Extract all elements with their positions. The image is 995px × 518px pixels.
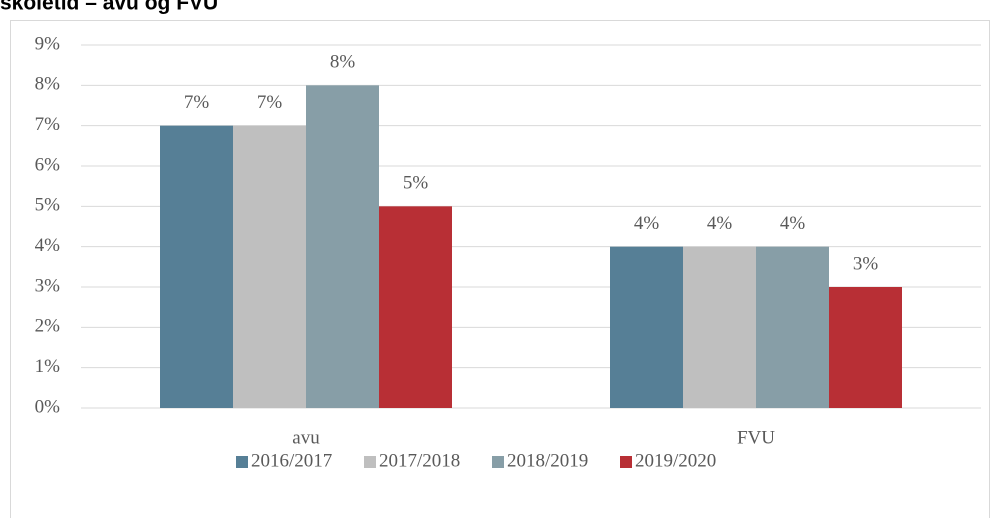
legend-label: 2019/2020 xyxy=(635,450,716,471)
chart-border xyxy=(10,20,990,518)
legend-swatch xyxy=(364,456,376,468)
legend-label: 2018/2019 xyxy=(507,450,588,471)
bar xyxy=(610,246,683,408)
bar xyxy=(829,287,902,408)
y-tick-label: 8% xyxy=(35,74,61,95)
x-tick-label: FVU xyxy=(737,427,775,448)
legend-swatch xyxy=(620,456,632,468)
bar xyxy=(306,85,379,408)
y-tick-label: 5% xyxy=(35,195,61,216)
data-label: 7% xyxy=(257,92,283,113)
legend-swatch xyxy=(492,456,504,468)
y-tick-label: 3% xyxy=(35,275,61,296)
bar xyxy=(756,246,829,408)
data-label: 4% xyxy=(780,213,806,234)
legend-label: 2016/2017 xyxy=(251,450,332,471)
bar xyxy=(683,246,756,408)
data-label: 4% xyxy=(707,213,733,234)
bar xyxy=(379,206,452,408)
data-label: 7% xyxy=(184,92,210,113)
x-tick-label: avu xyxy=(292,427,320,448)
y-tick-label: 1% xyxy=(35,356,61,377)
bar xyxy=(233,125,306,409)
y-tick-label: 2% xyxy=(35,316,61,337)
data-label: 5% xyxy=(403,173,429,194)
data-label: 8% xyxy=(330,52,356,73)
data-label: 4% xyxy=(634,213,660,234)
y-tick-label: 4% xyxy=(35,235,61,256)
y-tick-label: 9% xyxy=(35,33,61,54)
data-label: 3% xyxy=(853,253,879,274)
y-tick-label: 0% xyxy=(35,396,61,417)
legend-label: 2017/2018 xyxy=(379,450,460,471)
bar xyxy=(160,125,233,409)
y-tick-label: 7% xyxy=(35,114,61,135)
legend-swatch xyxy=(236,456,248,468)
chart-title: skoletid – avu og FVU xyxy=(0,0,218,15)
y-tick-label: 6% xyxy=(35,154,61,175)
